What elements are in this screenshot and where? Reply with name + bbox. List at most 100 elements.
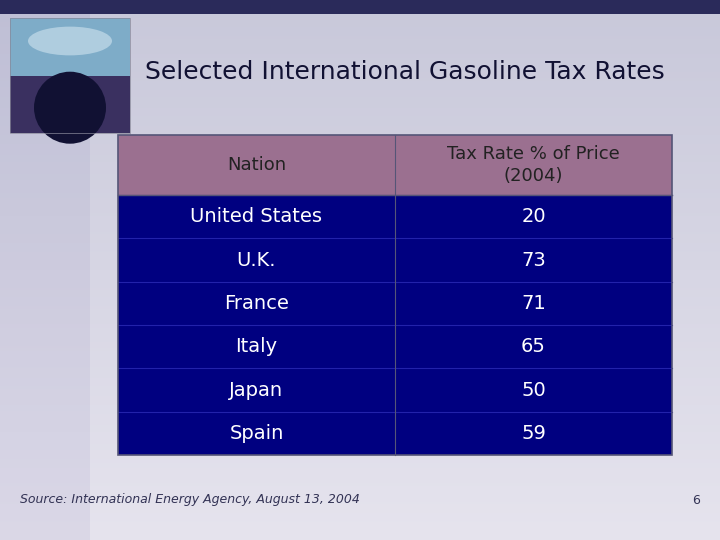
Bar — [0, 351, 720, 352]
Bar — [0, 162, 720, 163]
Bar — [0, 226, 720, 227]
Bar — [0, 518, 720, 519]
Bar — [0, 427, 720, 428]
Bar — [0, 46, 720, 47]
Bar — [0, 481, 720, 482]
Bar — [0, 31, 720, 32]
Bar — [0, 167, 720, 168]
Bar — [0, 196, 720, 197]
Bar — [0, 184, 720, 185]
Text: Italy: Italy — [235, 337, 278, 356]
Bar — [0, 170, 720, 171]
Bar — [0, 35, 720, 36]
Bar — [0, 137, 720, 138]
Bar — [0, 13, 720, 14]
Bar — [118, 135, 672, 195]
Bar — [118, 325, 672, 368]
Bar — [0, 48, 720, 49]
Bar — [0, 482, 720, 483]
Bar — [0, 202, 720, 203]
Bar — [0, 106, 720, 107]
Bar — [0, 183, 720, 184]
Bar — [0, 491, 720, 492]
Bar — [0, 307, 720, 308]
Bar — [0, 517, 720, 518]
Bar — [0, 176, 720, 177]
Bar — [0, 100, 720, 101]
Bar — [0, 60, 720, 61]
Bar — [0, 326, 720, 327]
Bar — [0, 59, 720, 60]
Bar — [0, 287, 720, 288]
Bar — [0, 239, 720, 240]
Bar — [0, 1, 720, 2]
Bar — [0, 22, 720, 23]
Bar — [0, 2, 720, 3]
Bar — [0, 33, 720, 34]
Bar — [0, 34, 720, 35]
Bar — [0, 52, 720, 53]
Bar — [0, 534, 720, 535]
Text: Nation: Nation — [227, 156, 286, 174]
Ellipse shape — [28, 26, 112, 56]
Bar — [0, 354, 720, 355]
Bar — [0, 229, 720, 230]
Bar — [0, 240, 720, 241]
Bar — [0, 237, 720, 238]
Bar — [0, 510, 720, 511]
Bar — [0, 538, 720, 539]
Bar — [0, 288, 720, 289]
Bar — [0, 44, 720, 45]
Bar — [118, 282, 672, 325]
Bar — [0, 375, 720, 376]
Bar — [0, 222, 720, 223]
Bar — [0, 14, 720, 15]
Bar — [0, 370, 720, 371]
Bar — [0, 346, 720, 347]
Bar — [0, 7, 720, 8]
Bar — [0, 324, 720, 325]
Bar — [0, 0, 720, 14]
Bar — [0, 6, 720, 7]
Bar — [0, 515, 720, 516]
Text: 20: 20 — [521, 207, 546, 226]
Bar — [0, 235, 720, 236]
Bar — [0, 172, 720, 173]
Bar — [0, 55, 720, 56]
Bar — [0, 57, 720, 58]
Bar — [0, 17, 720, 18]
Bar — [0, 87, 720, 88]
Bar — [0, 358, 720, 359]
Bar — [0, 286, 720, 287]
Bar — [0, 411, 720, 412]
Bar — [0, 441, 720, 442]
Bar — [0, 97, 720, 98]
Bar — [0, 98, 720, 99]
Bar — [0, 450, 720, 451]
Bar — [0, 366, 720, 367]
Bar — [0, 476, 720, 477]
Bar — [0, 103, 720, 104]
Bar — [0, 112, 720, 113]
Bar — [0, 504, 720, 505]
Bar — [10, 18, 130, 133]
Bar — [0, 463, 720, 464]
Bar — [0, 439, 720, 440]
Bar — [0, 205, 720, 206]
Bar — [0, 5, 720, 6]
Bar — [0, 86, 720, 87]
Bar — [0, 28, 720, 29]
Bar — [0, 410, 720, 411]
Bar — [0, 502, 720, 503]
Bar — [0, 496, 720, 497]
Bar — [0, 474, 720, 475]
Bar — [0, 478, 720, 479]
Bar — [0, 181, 720, 182]
Bar — [0, 88, 720, 89]
Bar — [0, 532, 720, 533]
Bar — [0, 233, 720, 234]
Bar — [0, 128, 720, 129]
Bar — [0, 32, 720, 33]
Bar — [0, 24, 720, 25]
Bar — [0, 54, 720, 55]
